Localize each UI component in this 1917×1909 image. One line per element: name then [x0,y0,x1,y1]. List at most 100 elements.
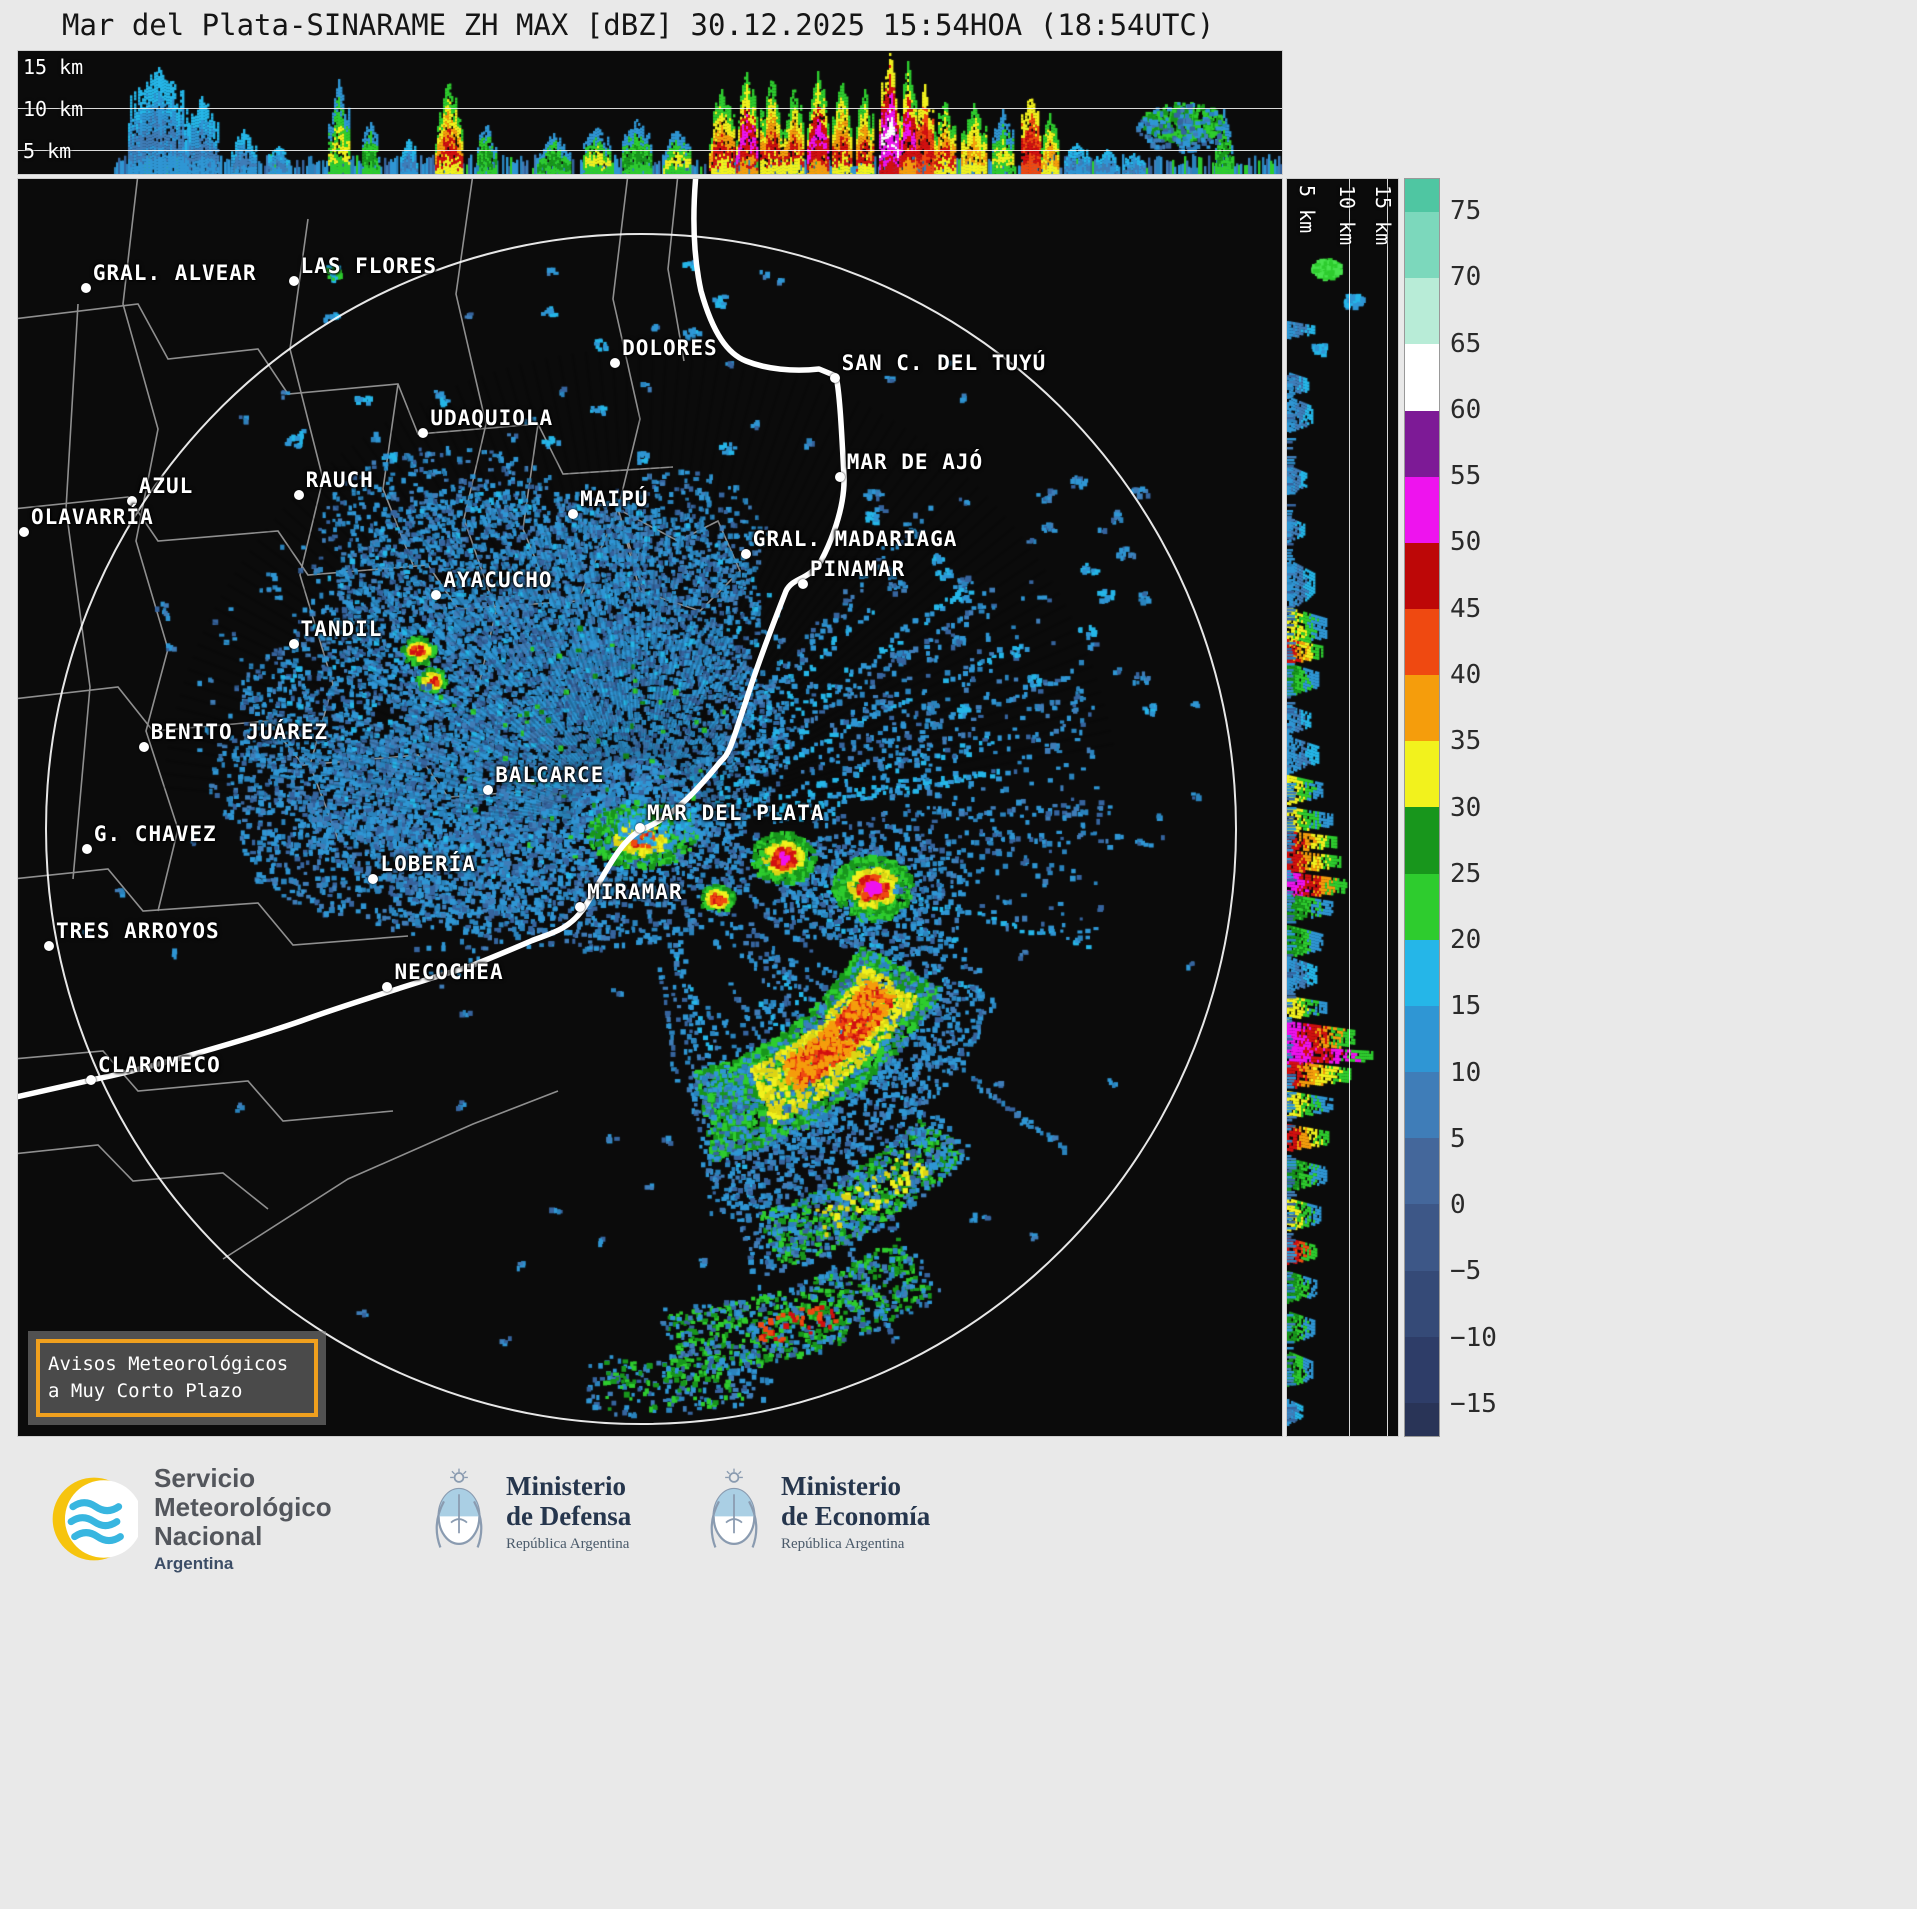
city-label: GRAL. MADARIAGA [752,527,958,552]
radar-map-panel: GRAL. ALVEAR LAS FLORES DOLORES SAN C. DEL … [17,178,1283,1437]
colorbar-tick-60: 60 [1450,394,1482,425]
city-label: AYACUCHO [443,568,553,593]
city-label: SAN C. DEL TUYÚ [841,350,1047,375]
city-dot [85,1074,96,1085]
altitude-label-10km: 10 km [23,97,84,121]
economia-subtitle: República Argentina [781,1536,905,1552]
economia-title-line2: de Economía [781,1501,931,1531]
warning-box-line1: Avisos Meteorológicos [48,1353,289,1375]
city-dot [81,843,92,854]
altitude-line-10km [18,108,1282,109]
city-label: TANDIL [300,617,383,642]
colorbar-tick--10: −10 [1450,1322,1497,1353]
city-label: LOBERÍA [380,851,476,876]
warning-box: Avisos Meteorológicos a Muy Corto Plazo [36,1339,318,1417]
city-label: LAS FLORES [300,253,437,278]
smn-logo-icon [52,1477,138,1560]
city-dot [288,275,299,286]
city-label: PINAMAR [809,557,906,582]
colorbar-bin [1405,609,1439,676]
colorbar-bin [1405,807,1439,874]
colorbar-bin [1405,1336,1439,1403]
colorbar-bin [1405,542,1439,610]
ministerio-economia-block: Ministerio de Economía República Argenti… [703,1464,930,1560]
colorbar-tick-15: 15 [1450,991,1482,1022]
economia-title-line1: Ministerio [781,1471,901,1501]
city-dot [288,639,299,650]
right-cross-section-echoes [1287,179,1398,1436]
smn-name-line2: Meteorológico [154,1492,332,1522]
ministerio-defensa-block: Ministerio de Defensa República Argentin… [428,1464,631,1560]
city-dot [610,357,621,368]
altitude-line-5km [18,150,1282,151]
altitude-label-5km: 5 km [23,139,72,163]
colorbar-tick-65: 65 [1450,328,1482,359]
warning-box-line2: a Muy Corto Plazo [48,1380,243,1402]
altitude-line-15km-vert [1387,179,1388,1436]
colorbar-bin [1405,741,1439,808]
city-label: MAIPÚ [580,487,649,512]
city-dot [80,282,91,293]
argentina-coat-of-arms-icon [710,1468,758,1548]
colorbar-tick-5: 5 [1450,1123,1466,1154]
colorbar-tick-40: 40 [1450,659,1482,690]
defensa-title-line1: Ministerio [506,1471,626,1501]
altitude-label-15km-vert: 15 km [1371,185,1395,246]
page-title: Mar del Plata-SINARAME ZH MAX [dBZ] 30.1… [62,8,1215,42]
colorbar-tick-35: 35 [1450,726,1482,757]
colorbar-tick--5: −5 [1450,1256,1482,1287]
colorbar-tick-70: 70 [1450,262,1482,293]
defensa-subtitle: República Argentina [506,1536,630,1552]
colorbar-bin [1405,1005,1439,1073]
city-label: TRES ARROYOS [55,918,220,943]
colorbar-bin [1405,1138,1439,1205]
altitude-line-10km-vert [1349,179,1350,1436]
colorbar-tick-25: 25 [1450,858,1482,889]
city-dot [43,940,54,951]
city-dot [635,822,645,833]
city-label: OLAVARRÍA [30,505,154,530]
city-label: UDAQUIOLA [430,405,554,430]
colorbar-bin [1405,179,1439,213]
colorbar-bin [1405,1270,1439,1337]
altitude-label-5km-vert: 5 km [1295,185,1319,234]
city-label: NECOCHEA [394,959,504,984]
altitude-label-10km-vert: 10 km [1335,185,1359,246]
city-label: MAR DE AJÓ [846,449,984,474]
city-label: GRAL. ALVEAR [92,260,257,285]
city-dot [418,427,429,438]
colorbar-tick-20: 20 [1450,925,1482,956]
smn-country: Argentina [154,1554,234,1573]
colorbar-bin [1405,344,1439,411]
smn-name-line3: Nacional [154,1521,263,1551]
colorbar-bin [1405,410,1439,477]
colorbar-bin [1405,873,1439,940]
colorbar-tick-50: 50 [1450,527,1482,558]
top-cross-section-echoes [18,51,1282,174]
city-dot [138,742,149,753]
city-dot [834,471,845,482]
colorbar-tick-75: 75 [1450,196,1482,227]
colorbar-bin [1405,939,1439,1006]
altitude-label-15km: 15 km [23,55,84,79]
dbz-colorbar [1404,178,1440,1437]
colorbar-bin [1405,1402,1439,1436]
argentina-coat-of-arms-icon [435,1468,483,1548]
colorbar-bin [1405,1204,1439,1271]
colorbar-bin [1405,212,1439,279]
colorbar-tick-55: 55 [1450,461,1482,492]
colorbar-tick--15: −15 [1450,1388,1497,1419]
right-cross-section-panel: 5 km 10 km 15 km [1286,178,1399,1437]
smn-logo-block: Servicio Meteorológico Nacional Argentin… [50,1464,332,1573]
city-label: CLAROMECO [97,1052,221,1077]
colorbar-bin [1405,1072,1439,1139]
city-dot [575,901,586,912]
smn-name-line1: Servicio [154,1463,256,1493]
city-label: AZUL [138,473,194,498]
colorbar-tick-30: 30 [1450,792,1482,823]
city-label: BALCARCE [495,763,605,788]
colorbar-tick-10: 10 [1450,1057,1482,1088]
city-label: RAUCH [305,467,374,492]
city-dot [829,372,840,383]
